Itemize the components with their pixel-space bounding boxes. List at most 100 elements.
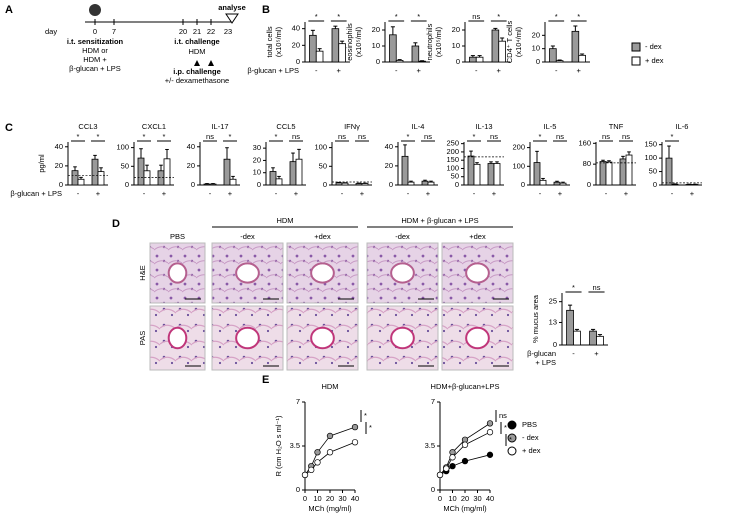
significance: ns [499,411,507,420]
y-axis-label: total cells [265,26,274,58]
x-tick-label: + [558,189,563,198]
y-axis-label: eosinophils [345,23,354,61]
bar [671,183,679,186]
bar [143,170,151,186]
x-tick-label: 0 [438,494,442,503]
airway [167,326,188,350]
x-tick-label: - [395,66,398,75]
x-tick-label: + [162,189,167,198]
legend-label: PBS [522,420,537,429]
x-tick-label: - [473,189,476,198]
analyse-label: analyse [218,3,246,12]
y-tick-label: 0 [323,180,327,189]
column-label: -dex [240,232,255,241]
significance: * [572,283,575,292]
y-tick-label: 20 [253,155,261,164]
bar [533,162,541,186]
x-axis-label: β-glucan + LPS [247,66,299,75]
y-tick-label: 100 [512,161,525,170]
significance: * [509,435,512,444]
y-tick-label: 80 [583,159,591,168]
significance: * [577,12,580,21]
y-axis-label: (x10⁵/ml) [274,26,283,57]
y-tick-label: 10 [532,44,540,53]
x-axis-label: + LPS [535,358,556,367]
airway [465,262,490,284]
point [351,423,359,431]
x-tick-label: 0 [303,494,307,503]
group-label: HDM [276,216,293,225]
legend-marker [507,433,517,443]
y-axis-label: (x10⁴/ml) [514,26,523,57]
point [486,429,494,436]
x-tick-label: + [96,189,101,198]
bar [421,180,429,186]
airway [465,326,490,350]
bar [203,183,211,186]
y-tick-label: 20 [292,40,300,49]
x-axis-label: β-glucan [527,349,556,358]
step-title: i.t. sensitization [67,37,124,46]
row-label: PAS [138,331,147,345]
significance: * [555,12,558,21]
y-tick-label: 0 [296,485,300,494]
x-tick-label: - [572,349,575,358]
column-label: PBS [170,232,185,241]
point [443,465,450,472]
y-tick-label: 0 [653,180,657,189]
bar [685,184,693,186]
step-line: HDM [188,47,205,56]
airway [235,326,260,350]
x-tick-label: 10 [448,494,456,503]
bar [589,330,597,346]
bar [315,50,324,63]
significance: * [417,12,420,21]
chart-title: CCL5 [276,122,295,131]
x-tick-label: - [475,66,478,75]
y-tick-label: 100 [644,153,657,162]
point [461,441,469,448]
y-tick-label: 20 [187,161,195,170]
bar [473,163,481,186]
bar [665,157,673,186]
x-tick-label: - [341,189,344,198]
y-tick-label: 0 [455,180,459,189]
row-label: H&E [138,265,147,280]
significance: * [504,423,507,432]
chart-title: HDM [321,382,338,391]
y-tick-label: 200 [512,143,525,152]
bar [578,54,586,63]
y-tick-label: 40 [292,24,300,33]
bar [295,158,303,186]
bar [493,163,501,186]
bar [137,157,145,186]
y-tick-label: 0 [257,180,261,189]
x-tick-label: + [228,189,233,198]
bar [309,34,317,63]
chart-title: IL-17 [211,122,228,131]
x-tick-label: 40 [351,494,359,503]
bar [475,56,484,63]
x-tick-label: 30 [338,494,346,503]
day: 7 [112,27,116,36]
bar [625,154,633,186]
y-axis-label: pg/ml [37,154,46,173]
y-tick-label: 0 [536,57,540,66]
chart-title: IL-5 [544,122,557,131]
point [449,454,456,461]
point [351,439,359,446]
bar [571,30,580,63]
significance: ns [622,132,630,141]
significance: * [315,12,318,21]
x-tick-label: + [294,189,299,198]
y-tick-label: 3.5 [290,441,300,450]
x-tick-label: - [209,189,212,198]
bar [223,158,231,186]
x-tick-label: + [624,189,629,198]
day: 23 [224,27,232,36]
significance: * [369,423,372,432]
bar [427,181,435,186]
legend-label: - dex [645,42,662,51]
significance: * [407,132,410,141]
